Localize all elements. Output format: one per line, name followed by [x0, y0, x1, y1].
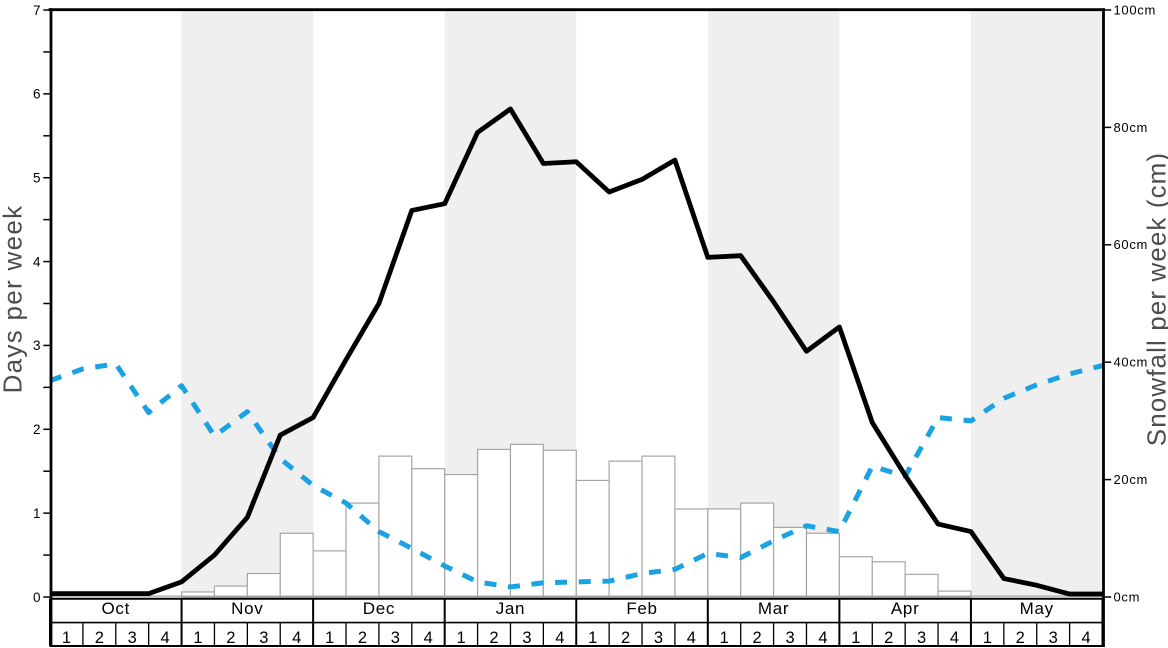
- svg-text:2: 2: [621, 629, 630, 647]
- svg-text:Feb: Feb: [626, 599, 657, 618]
- svg-text:4: 4: [687, 629, 696, 647]
- svg-text:1: 1: [33, 506, 41, 521]
- svg-text:1: 1: [62, 629, 71, 647]
- svg-text:3: 3: [785, 629, 794, 647]
- svg-text:3: 3: [917, 629, 926, 647]
- svg-text:7: 7: [33, 3, 41, 18]
- svg-text:1: 1: [983, 629, 992, 647]
- svg-text:60cm: 60cm: [1114, 237, 1149, 252]
- svg-text:4: 4: [818, 629, 827, 647]
- svg-text:100cm: 100cm: [1114, 2, 1157, 17]
- svg-text:4: 4: [33, 254, 41, 269]
- svg-text:2: 2: [884, 629, 893, 647]
- svg-text:3: 3: [259, 629, 268, 647]
- svg-text:3: 3: [391, 629, 400, 647]
- svg-text:6: 6: [33, 87, 41, 102]
- svg-text:4: 4: [161, 629, 170, 647]
- svg-text:1: 1: [851, 629, 860, 647]
- svg-text:Nov: Nov: [231, 599, 263, 618]
- svg-text:3: 3: [33, 338, 41, 353]
- svg-text:Apr: Apr: [891, 599, 920, 618]
- svg-text:3: 3: [522, 629, 531, 647]
- svg-text:Jan: Jan: [496, 599, 526, 618]
- svg-text:2: 2: [33, 422, 41, 437]
- svg-text:4: 4: [1081, 629, 1090, 647]
- svg-text:2: 2: [95, 629, 104, 647]
- svg-text:40cm: 40cm: [1114, 355, 1149, 370]
- svg-text:1: 1: [720, 629, 729, 647]
- svg-text:0: 0: [33, 590, 41, 605]
- svg-text:2: 2: [489, 629, 498, 647]
- svg-text:3: 3: [1049, 629, 1058, 647]
- svg-text:2: 2: [1016, 629, 1025, 647]
- svg-text:Oct: Oct: [102, 599, 131, 618]
- svg-text:May: May: [1020, 599, 1054, 618]
- svg-text:4: 4: [950, 629, 959, 647]
- svg-text:1: 1: [457, 629, 466, 647]
- svg-text:3: 3: [654, 629, 663, 647]
- svg-text:20cm: 20cm: [1114, 472, 1149, 487]
- svg-text:0cm: 0cm: [1114, 589, 1141, 604]
- svg-text:5: 5: [33, 171, 41, 186]
- svg-text:4: 4: [424, 629, 433, 647]
- svg-text:Dec: Dec: [363, 599, 395, 618]
- svg-text:2: 2: [753, 629, 762, 647]
- svg-text:2: 2: [226, 629, 235, 647]
- svg-text:4: 4: [555, 629, 564, 647]
- svg-text:4: 4: [292, 629, 301, 647]
- svg-text:80cm: 80cm: [1114, 120, 1149, 135]
- svg-text:Mar: Mar: [758, 599, 789, 618]
- svg-text:1: 1: [193, 629, 202, 647]
- svg-text:Days per week: Days per week: [0, 205, 27, 394]
- svg-text:2: 2: [358, 629, 367, 647]
- svg-text:1: 1: [588, 629, 597, 647]
- svg-text:3: 3: [128, 629, 137, 647]
- svg-text:Snowfall per week (cm): Snowfall per week (cm): [1142, 152, 1168, 446]
- svg-text:1: 1: [325, 629, 334, 647]
